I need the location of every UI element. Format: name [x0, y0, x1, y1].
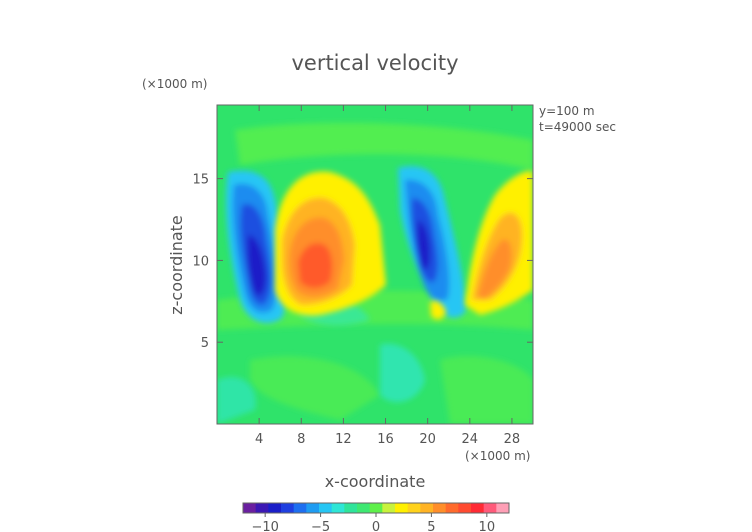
- downdraft-1: [225, 170, 287, 324]
- colorbar-segment: [331, 503, 345, 513]
- colorbar-segment: [319, 503, 333, 513]
- x-tick-label: 8: [297, 432, 305, 447]
- colorbar-segment: [458, 503, 472, 513]
- colorbar-segment: [369, 503, 383, 513]
- x-tick-label: 20: [419, 432, 436, 447]
- colorbar-tick-label: 5: [427, 520, 435, 532]
- y-tick-label: 15: [192, 173, 209, 188]
- colorbar-segment: [445, 503, 459, 513]
- downdraft-2: [398, 166, 466, 318]
- plot-area: [217, 105, 533, 424]
- y-axis-label: z-coordinate: [167, 215, 186, 315]
- x-unit-label: (×1000 m): [465, 449, 530, 463]
- colorbar-segment: [268, 503, 282, 513]
- colorbar-tick-label: −5: [311, 520, 330, 532]
- annotation-y: y=100 m: [539, 104, 595, 118]
- colorbar-tick-label: 0: [372, 520, 380, 532]
- colorbar-segment: [420, 503, 434, 513]
- colorbar-segment: [496, 503, 510, 513]
- colorbar-segment: [281, 503, 295, 513]
- colorbar-tick-label: 10: [479, 520, 496, 532]
- x-axis: 4 8 12 16 20 24 28: [255, 105, 520, 447]
- chart-title: vertical velocity: [291, 51, 458, 75]
- plot-frame: [216, 104, 534, 425]
- colorbar-segment: [293, 503, 307, 513]
- x-tick-label: 24: [462, 432, 479, 447]
- x-tick-label: 4: [255, 432, 263, 447]
- colorbar: −10 −5 0 5 10: [242, 502, 510, 532]
- x-tick-label: 16: [377, 432, 394, 447]
- annotation-time: t=49000 sec: [539, 120, 616, 134]
- colorbar-segment: [357, 503, 371, 513]
- x-tick-label: 12: [335, 432, 352, 447]
- updraft-1: [275, 171, 386, 316]
- colorbar-segment: [407, 503, 421, 513]
- colorbar-segment: [306, 503, 320, 513]
- x-tick-label: 28: [504, 432, 521, 447]
- y-unit-label: (×1000 m): [142, 77, 207, 91]
- colorbar-tick-label: −10: [251, 520, 278, 532]
- colorbar-segment: [382, 503, 396, 513]
- colorbar-segment: [243, 503, 257, 513]
- colorbar-segment: [255, 503, 269, 513]
- colorbar-segment: [471, 503, 485, 513]
- colorbar-segment: [483, 503, 497, 513]
- colorbar-segment: [344, 503, 358, 513]
- x-axis-label: x-coordinate: [325, 472, 426, 491]
- updraft-2: [430, 170, 533, 320]
- y-tick-label: 10: [192, 254, 209, 269]
- y-axis: 5 10 15: [192, 173, 533, 351]
- y-tick-label: 5: [201, 336, 209, 351]
- colorbar-segment: [395, 503, 409, 513]
- colorbar-segment: [433, 503, 447, 513]
